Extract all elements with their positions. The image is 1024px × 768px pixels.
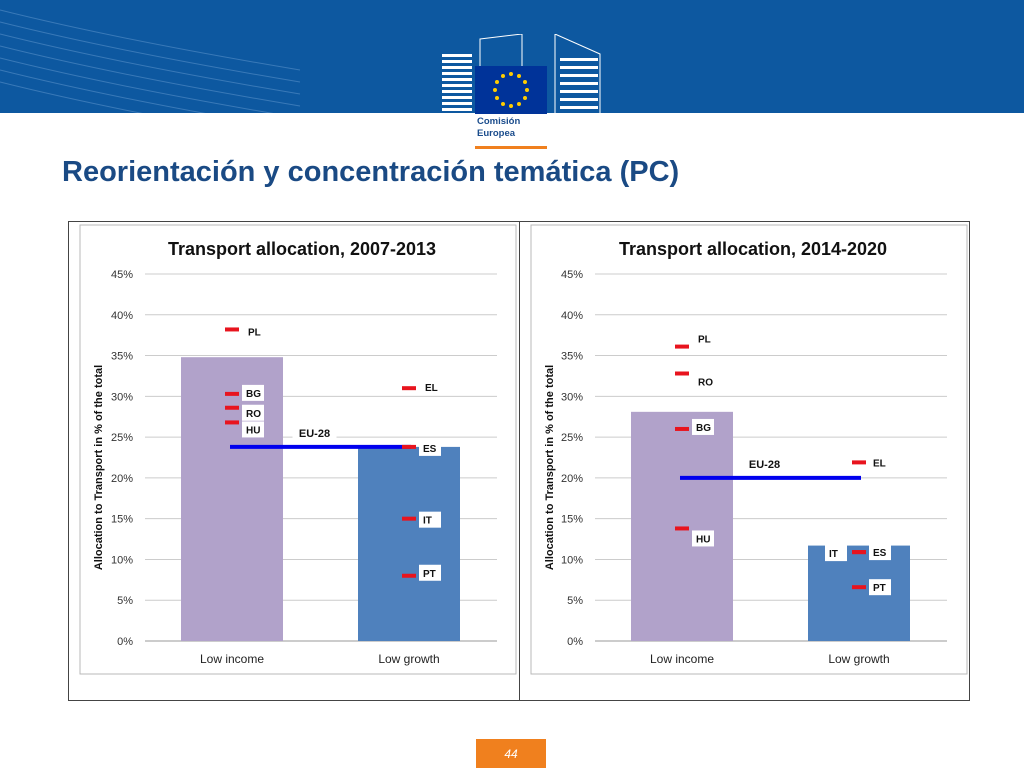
y-tick-label: 20% — [111, 473, 133, 485]
y-tick-label: 25% — [111, 432, 133, 444]
x-tick-label: Low income — [650, 652, 714, 666]
y-tick-label: 20% — [561, 473, 583, 485]
country-label-bg — [694, 373, 716, 390]
y-tick-label: 10% — [111, 554, 133, 566]
eu28-label: EU-28 — [749, 459, 780, 471]
bar-low-income — [631, 411, 733, 641]
logo-caption: Comisión Europea — [475, 116, 547, 149]
country-label-bg: BG — [246, 389, 261, 400]
y-tick-label: 0% — [117, 636, 133, 648]
y-tick-label: 25% — [561, 432, 583, 444]
chart-title: Transport allocation, 2014-2020 — [619, 239, 887, 259]
x-tick-label: Low income — [200, 652, 264, 666]
country-label-el: EL — [873, 458, 886, 469]
y-axis-label: Allocation to Transport in % of the tota… — [93, 365, 105, 570]
country-label-bg — [244, 323, 266, 340]
country-label-bg — [242, 384, 264, 401]
y-tick-label: 15% — [111, 514, 133, 526]
country-label-pl: PL — [698, 335, 711, 346]
eu28-label-bg — [742, 454, 787, 472]
bar-low-growth — [358, 446, 460, 641]
country-label-hu: HU — [246, 425, 260, 436]
chart-divider — [519, 221, 520, 701]
y-tick-label: 45% — [111, 269, 133, 281]
chart-title: Transport allocation, 2007-2013 — [168, 239, 436, 259]
country-label-bg — [692, 530, 714, 547]
y-tick-label: 40% — [561, 310, 583, 322]
y-tick-label: 15% — [561, 514, 583, 526]
eu28-label: EU-28 — [299, 428, 330, 440]
country-label-bg — [419, 564, 441, 581]
page-number-text: 44 — [504, 746, 518, 761]
country-label-bg: BG — [696, 423, 711, 434]
y-tick-label: 5% — [117, 595, 133, 607]
y-tick-label: 40% — [111, 310, 133, 322]
country-label-es: ES — [423, 444, 437, 455]
country-label-bg — [869, 454, 891, 471]
chart-panel-1: Transport allocation, 2007-2013 0% 5% 10% 15… — [79, 224, 517, 675]
logo-line-2: Europea — [477, 128, 516, 139]
country-label-hu: HU — [696, 534, 710, 545]
x-tick-label: Low growth — [378, 652, 439, 666]
logo-line-1: Comisión — [477, 116, 521, 127]
y-tick-label: 30% — [111, 391, 133, 403]
y-tick-label: 10% — [561, 554, 583, 566]
y-tick-label: 35% — [561, 351, 583, 363]
y-tick-label: 0% — [567, 636, 583, 648]
eu28-label-bg — [292, 423, 337, 441]
berlaymont-icon — [442, 33, 601, 115]
country-label-ro: RO — [246, 409, 261, 420]
y-tick-label: 35% — [111, 351, 133, 363]
country-label-it: IT — [829, 549, 838, 560]
country-label-bg — [421, 379, 443, 396]
y-tick-label: 45% — [561, 269, 583, 281]
country-label-es: ES — [873, 548, 887, 559]
y-axis-label: Allocation to Transport in % of the tota… — [544, 365, 556, 570]
country-label-bg — [242, 404, 264, 421]
eu-stars-icon — [493, 72, 529, 108]
country-label-it: IT — [423, 516, 432, 527]
header-decoration — [0, 9, 301, 113]
country-label-bg — [825, 545, 847, 562]
slide-title: Reorientación y concentración temática (… — [62, 156, 680, 188]
country-label-bg — [242, 421, 264, 438]
commission-logo — [440, 33, 610, 146]
country-label-bg — [419, 439, 441, 456]
y-tick-label: 30% — [561, 391, 583, 403]
y-tick-label: 5% — [567, 595, 583, 607]
country-label-pt: PT — [873, 583, 886, 594]
bar-low-income — [181, 357, 283, 641]
country-label-ro: RO — [698, 377, 713, 388]
country-label-bg — [692, 418, 714, 435]
bar-low-growth — [808, 545, 910, 641]
country-label-bg — [869, 579, 891, 596]
x-tick-label: Low growth — [828, 652, 889, 666]
country-label-pt: PT — [423, 569, 436, 580]
country-label-bg — [419, 511, 441, 528]
country-label-el: EL — [425, 383, 438, 394]
country-label-bg — [694, 330, 716, 347]
page-number: 44 — [476, 739, 546, 768]
country-label-pl: PL — [248, 327, 261, 338]
chart-panel-2: Transport allocation, 2014-2020 0% 5% 10% 15… — [530, 224, 968, 675]
country-label-bg — [869, 544, 891, 561]
